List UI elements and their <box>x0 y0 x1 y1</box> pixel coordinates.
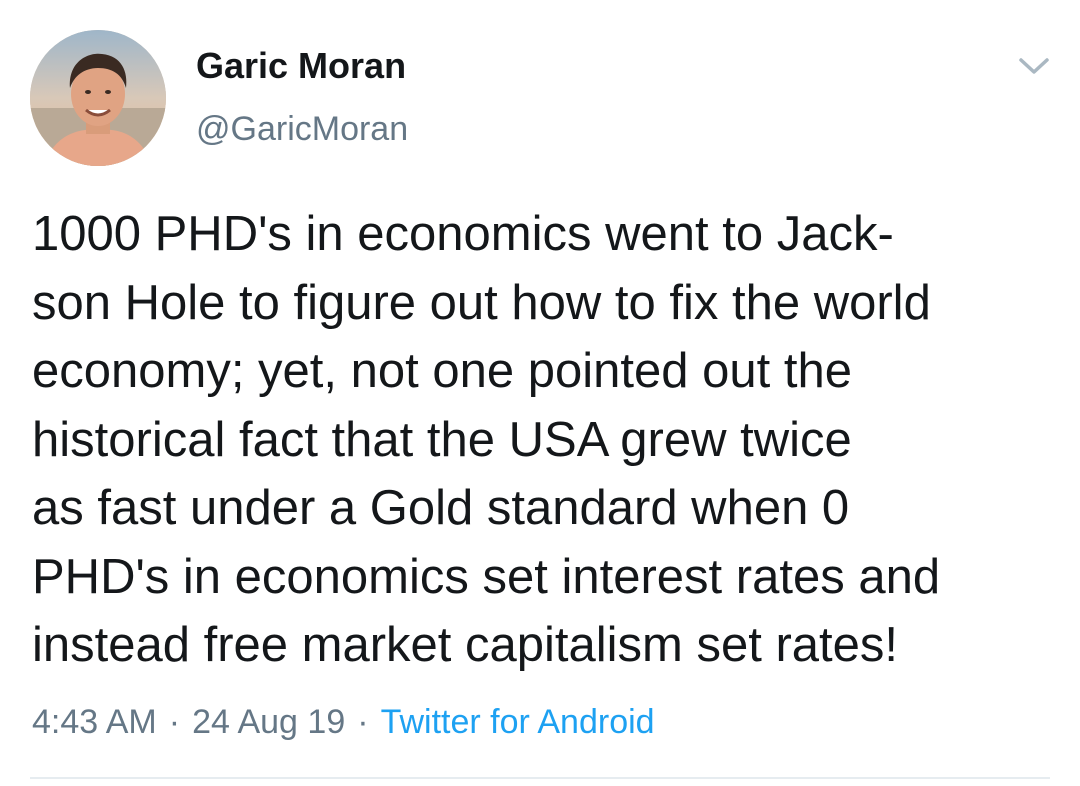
tweet-time[interactable]: 4:43 AM <box>32 703 157 741</box>
user-handle[interactable]: @GaricMoran <box>196 110 409 148</box>
tweet-text: 1000 PHD's in economics went to Jack- so… <box>32 200 1062 680</box>
display-name[interactable]: Garic Moran <box>196 45 407 86</box>
tweet-text-line: historical fact that the USA grew twice <box>32 412 852 467</box>
avatar[interactable] <box>30 30 166 166</box>
divider <box>30 777 1050 779</box>
tweet-text-line: as fast under a Gold standard when 0 <box>32 481 850 535</box>
tweet-date[interactable]: 24 Aug 19 <box>192 703 346 741</box>
tweet-text-line: economy; yet, not one pointed out the <box>32 344 852 398</box>
meta-separator: · <box>168 703 181 741</box>
avatar-image <box>30 30 166 166</box>
tweet-text-line: 1000 PHD's in economics went to Jack- <box>32 207 894 261</box>
meta-separator: · <box>357 703 369 741</box>
tweet-source-link[interactable]: Twitter for Android <box>380 703 655 741</box>
tweet-metadata: 4:43 AM · 24 Aug 19 · Twitter for Android <box>32 700 655 744</box>
tweet-menu-button[interactable] <box>1012 50 1056 82</box>
tweet-text-line: son Hole to figure out how to fix the wo… <box>32 275 931 330</box>
tweet-text-line: PHD's in economics set interest rates an… <box>32 549 941 604</box>
tweet-text-line: instead free market capitalism set rates… <box>32 618 899 672</box>
chevron-down-icon <box>1019 58 1049 74</box>
